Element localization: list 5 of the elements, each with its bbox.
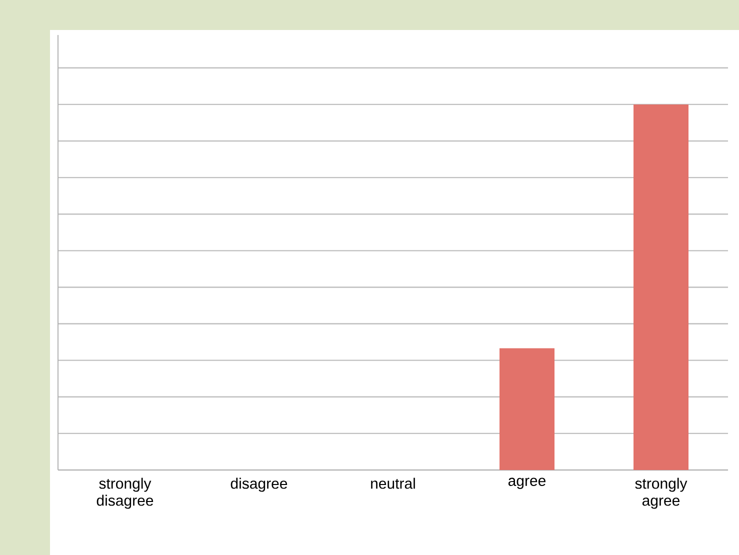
x-tick-label: strongly agree xyxy=(635,478,688,509)
x-tick-label: strongly disagree xyxy=(96,478,154,509)
x-tick-label: neutral xyxy=(371,478,415,489)
x-tick-label: disagree xyxy=(230,478,288,492)
x-tick-label: agree xyxy=(508,478,546,489)
